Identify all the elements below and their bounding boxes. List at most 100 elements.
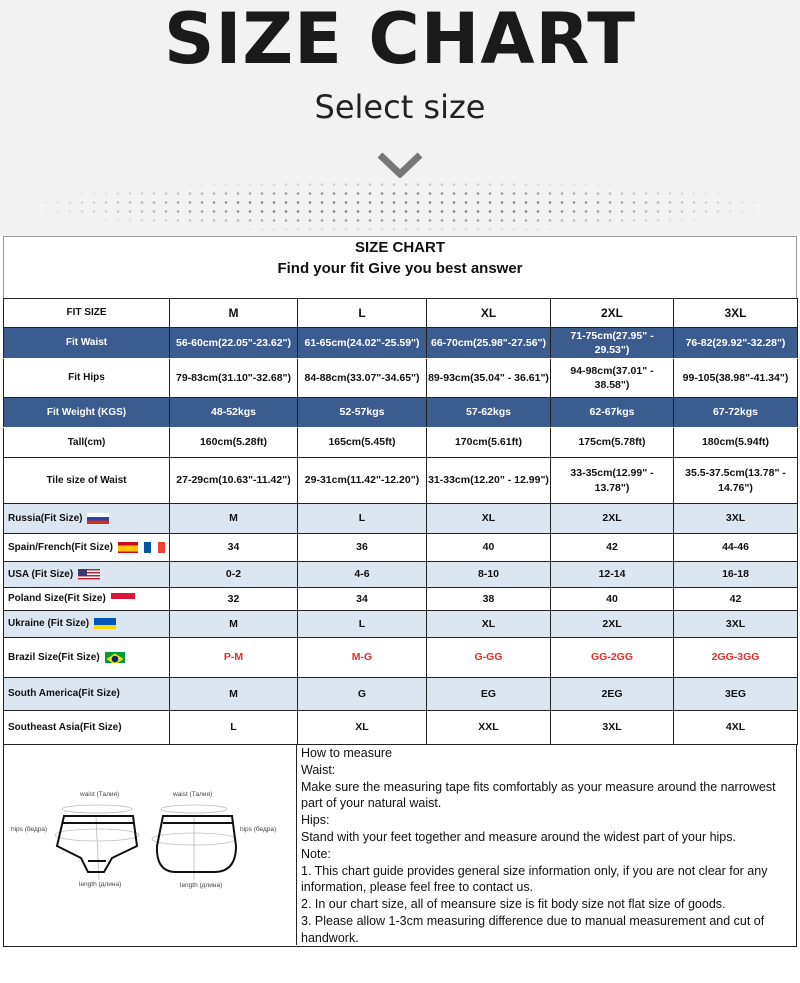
table-cell: 2GG-3GG — [673, 637, 798, 678]
row-label-text: Russia(Fit Size) — [8, 512, 83, 524]
underwear-diagram-icon — [54, 804, 238, 881]
length-label: length (длина) — [79, 881, 122, 888]
table-cell: 33-35cm(12.99" - 13.78") — [550, 457, 674, 504]
size-table: FIT SIZE M L XL 2XL 3XL Fit Waist 56-60cm(22.05… — [3, 298, 798, 745]
table-cell: 35.5-37.5cm(13.78" - 14.76") — [673, 457, 798, 504]
table-cell: G-GG — [426, 637, 551, 678]
row-label-text: Fit Hips — [68, 372, 105, 384]
table-cell: 38 — [426, 587, 551, 611]
row-label: South America(Fit Size) — [3, 677, 170, 711]
ukraine-flag-icon — [89, 618, 117, 630]
table-cell: 40 — [550, 587, 674, 611]
column-header: L — [297, 298, 427, 328]
table-cell: M — [169, 677, 298, 711]
table-cell: 42 — [550, 533, 674, 562]
table-cell: 180cm(5.94ft) — [673, 427, 798, 458]
banner-subtitle: Select size — [314, 88, 486, 126]
table-cell: 31-33cm(12.20" - 12.99") — [426, 457, 551, 504]
table-cell: 36 — [297, 533, 427, 562]
table-cell: 32 — [169, 587, 298, 611]
table-cell: XL — [426, 503, 551, 534]
table-row: Fit Waist 56-60cm(22.05"-23.62") 61-65cm(2… — [3, 327, 798, 359]
table-cell: 2XL — [550, 610, 674, 638]
row-label: Brazil Size(Fit Size) — [3, 637, 170, 678]
table-cell: M-G — [297, 637, 427, 678]
banner: SIZE CHART Select size — [0, 0, 800, 236]
table-row: Russia(Fit Size) M L XL 2XL 3XL — [3, 503, 798, 534]
table-cell: 16-18 — [673, 561, 798, 588]
table-row: Southeast Asia(Fit Size) L XL XXL 3XL 4XL — [3, 710, 798, 745]
table-cell: 29-31cm(11.42"-12.20") — [297, 457, 427, 504]
table-row: Tile size of Waist 27-29cm(10.63"-11.42")… — [3, 457, 798, 504]
table-cell: 34 — [297, 587, 427, 611]
table-row: South America(Fit Size) M G EG 2EG 3EG — [3, 677, 798, 711]
row-label-text: South America(Fit Size) — [8, 688, 120, 700]
table-cell: GG-2GG — [550, 637, 674, 678]
instruction-line: Hips: — [301, 813, 330, 828]
table-cell: 8-10 — [426, 561, 551, 588]
chevron-down-icon — [377, 152, 423, 178]
table-row: Fit Weight (KGS) 48-52kgs 52-57kgs 57-62kgs… — [3, 397, 798, 428]
table-cell: 79-83cm(31.10"-32.68") — [169, 358, 298, 398]
instruction-line: Stand with your feet together and measur… — [301, 829, 736, 844]
table-row: Tall(cm) 160cm(5.28ft) 165cm(5.45ft) 170cm(… — [3, 427, 798, 458]
waist-label: waist (Талия) — [173, 791, 213, 798]
instruction-line: 1. This chart guide provides general siz… — [301, 863, 768, 895]
table-cell: L — [297, 503, 427, 534]
how-to-measure: waist (Талия) waist (Талия) hips (бедра)… — [3, 744, 797, 947]
table-cell: M — [169, 610, 298, 638]
table-cell: 67-72kgs — [673, 397, 798, 428]
table-cell: 89-93cm(35.04" - 36.61") — [426, 358, 551, 398]
length-label: length (длина) — [180, 882, 223, 889]
chart-title: SIZE CHART — [355, 239, 445, 256]
row-label-text: Fit Waist — [65, 337, 108, 349]
table-header-row: FIT SIZE M L XL 2XL 3XL — [3, 298, 798, 328]
table-cell: XXL — [426, 710, 551, 745]
hips-label: hips (бедра) — [240, 826, 277, 833]
table-cell: XL — [426, 610, 551, 638]
table-row: USA (Fit Size) 0-2 4-6 8-10 12-14 16-18 — [3, 561, 798, 588]
row-label: Russia(Fit Size) — [3, 503, 170, 534]
table-cell: 34 — [169, 533, 298, 562]
table-cell: G — [297, 677, 427, 711]
table-cell: 170cm(5.61ft) — [426, 427, 551, 458]
row-label: Fit Waist — [3, 327, 170, 359]
table-cell: 3XL — [673, 610, 798, 638]
measure-instructions: How to measure Waist: Make sure the measur… — [300, 745, 796, 947]
table-cell: 52-57kgs — [297, 397, 427, 428]
table-cell: 62-67kgs — [550, 397, 674, 428]
table-cell: 76-82(29.92"-32.28") — [673, 327, 798, 359]
table-cell: 2XL — [550, 503, 674, 534]
row-label-text: Brazil Size(Fit Size) — [8, 651, 100, 663]
table-cell: 48-52kgs — [169, 397, 298, 428]
banner-title: SIZE CHART — [163, 0, 637, 80]
waist-label: waist (Талия) — [80, 791, 120, 798]
table-row: Poland Size(Fit Size) 32 34 38 40 42 — [3, 587, 798, 611]
row-label-text: Tile size of Waist — [46, 474, 127, 486]
usa-flag-icon — [73, 568, 101, 580]
dot-pattern — [40, 180, 760, 232]
brazil-flag-icon — [100, 651, 125, 663]
instruction-line: Note: — [301, 846, 331, 861]
table-row: Brazil Size(Fit Size) P-M M-G G-GG GG-2GG 2GG… — [3, 637, 798, 678]
row-label: Fit Weight (KGS) — [3, 397, 170, 428]
table-cell: M — [169, 503, 298, 534]
row-label: Poland Size(Fit Size) — [3, 587, 170, 611]
table-cell: 57-62kgs — [426, 397, 551, 428]
instruction-line: 3. Please allow 1-3cm measuring differen… — [301, 913, 765, 945]
poland-flag-icon — [106, 593, 135, 604]
row-label-text: Tall(cm) — [67, 436, 106, 448]
table-cell: 3XL — [673, 503, 798, 534]
column-header: 2XL — [550, 298, 674, 328]
row-label-text: Ukraine (Fit Size) — [8, 618, 90, 630]
table-cell: 94-98cm(37.01" - 38.58") — [550, 358, 674, 398]
table-cell: 3EG — [673, 677, 798, 711]
table-cell: 61-65cm(24.02"-25.59") — [297, 327, 427, 359]
column-header: XL — [426, 298, 551, 328]
chart-heading: SIZE CHART Find your fit Give you best a… — [3, 236, 797, 298]
table-cell: XL — [297, 710, 427, 745]
row-label: USA (Fit Size) — [3, 561, 170, 588]
column-header: 3XL — [673, 298, 798, 328]
table-cell: 27-29cm(10.63"-11.42") — [169, 457, 298, 504]
row-label-text: Spain/French(Fit Size) — [8, 541, 114, 553]
